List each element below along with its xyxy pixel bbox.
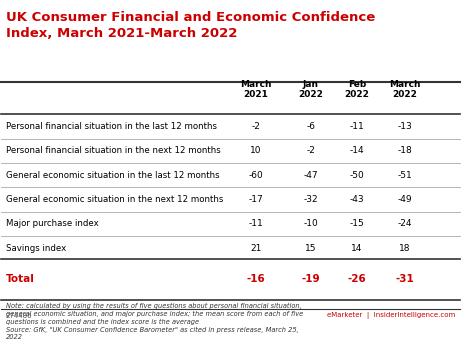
Text: -11: -11 (249, 219, 263, 228)
Text: General economic situation in the next 12 months: General economic situation in the next 1… (6, 195, 223, 204)
Text: 18: 18 (399, 244, 411, 253)
Text: 21: 21 (250, 244, 262, 253)
Text: Note: calculated by using the results of five questions about personal financial: Note: calculated by using the results of… (6, 303, 303, 340)
Text: Savings index: Savings index (6, 244, 66, 253)
Text: -43: -43 (350, 195, 364, 204)
Text: -15: -15 (349, 219, 364, 228)
Text: 10: 10 (250, 146, 262, 155)
Text: -32: -32 (304, 195, 318, 204)
Text: -19: -19 (302, 274, 320, 284)
Text: -2: -2 (306, 146, 315, 155)
Text: Jan
2022: Jan 2022 (298, 80, 323, 99)
Text: -51: -51 (398, 171, 412, 180)
Text: -11: -11 (349, 122, 364, 131)
Text: -31: -31 (396, 274, 415, 284)
Text: General economic situation in the last 12 months: General economic situation in the last 1… (6, 171, 219, 180)
Text: -6: -6 (306, 122, 315, 131)
Text: -18: -18 (398, 146, 412, 155)
Text: -50: -50 (349, 171, 364, 180)
Text: -14: -14 (350, 146, 364, 155)
Text: eMarketer  |  InsiderIntelligence.com: eMarketer | InsiderIntelligence.com (327, 312, 455, 319)
Text: UK Consumer Financial and Economic Confidence
Index, March 2021-March 2022: UK Consumer Financial and Economic Confi… (6, 11, 375, 40)
Text: -47: -47 (304, 171, 318, 180)
Text: -26: -26 (347, 274, 366, 284)
Text: -16: -16 (247, 274, 265, 284)
Text: Personal financial situation in the last 12 months: Personal financial situation in the last… (6, 122, 217, 131)
Text: -17: -17 (249, 195, 263, 204)
Text: 14: 14 (351, 244, 362, 253)
Text: March
2022: March 2022 (389, 80, 421, 99)
Text: 15: 15 (305, 244, 317, 253)
Text: -60: -60 (249, 171, 263, 180)
Text: -2: -2 (251, 122, 260, 131)
Text: -10: -10 (304, 219, 318, 228)
Text: -13: -13 (398, 122, 412, 131)
Text: March
2021: March 2021 (240, 80, 272, 99)
Text: Feb
2022: Feb 2022 (345, 80, 369, 99)
Text: -49: -49 (398, 195, 412, 204)
Text: 274486: 274486 (6, 313, 32, 318)
Text: Major purchase index: Major purchase index (6, 219, 99, 228)
Text: Total: Total (6, 274, 35, 284)
Text: -24: -24 (398, 219, 412, 228)
Text: Personal financial situation in the next 12 months: Personal financial situation in the next… (6, 146, 221, 155)
